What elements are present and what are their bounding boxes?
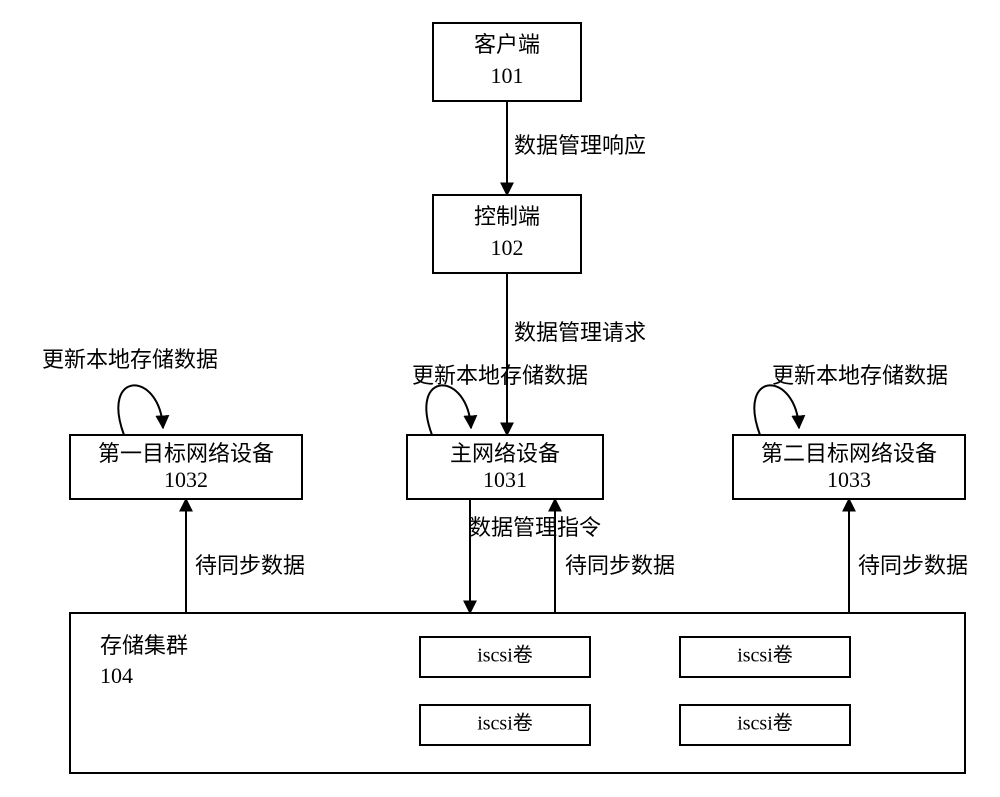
node-cluster-label2: 104 xyxy=(100,663,133,688)
edge-client-control-label: 数据管理响应 xyxy=(514,133,646,158)
loop-dev1-label: 更新本地存储数据 xyxy=(42,347,218,372)
node-control-label2: 102 xyxy=(491,235,524,260)
loop-main-label: 更新本地存储数据 xyxy=(412,363,588,388)
node-control-label1: 控制端 xyxy=(474,204,540,229)
node-dev2-label2: 1033 xyxy=(827,467,871,492)
node-client-label2: 101 xyxy=(491,63,524,88)
node-main-dev-label2: 1031 xyxy=(483,467,527,492)
loop-dev2-label: 更新本地存储数据 xyxy=(772,363,948,388)
loop-dev2 xyxy=(754,385,799,435)
edge-cluster-main-up-label: 待同步数据 xyxy=(565,553,675,578)
node-dev2-label1: 第二目标网络设备 xyxy=(761,441,937,466)
loop-main xyxy=(426,385,471,435)
node-cluster-label1: 存储集群 xyxy=(100,633,188,658)
iscsi-box-3-label: iscsi卷 xyxy=(477,712,533,735)
node-client-label1: 客户端 xyxy=(474,32,540,57)
loop-dev1 xyxy=(118,385,163,435)
node-main-dev-label1: 主网络设备 xyxy=(450,441,560,466)
edge-main-cluster-down-label: 数据管理指令 xyxy=(469,515,601,540)
node-dev1-label2: 1032 xyxy=(164,467,208,492)
iscsi-box-4-label: iscsi卷 xyxy=(737,712,793,735)
edge-cluster-dev1-label: 待同步数据 xyxy=(195,553,305,578)
node-dev1-label1: 第一目标网络设备 xyxy=(98,441,274,466)
iscsi-box-1-label: iscsi卷 xyxy=(477,644,533,667)
edge-control-main-label: 数据管理请求 xyxy=(514,320,646,345)
iscsi-box-2-label: iscsi卷 xyxy=(737,644,793,667)
edge-cluster-dev2-label: 待同步数据 xyxy=(858,553,968,578)
